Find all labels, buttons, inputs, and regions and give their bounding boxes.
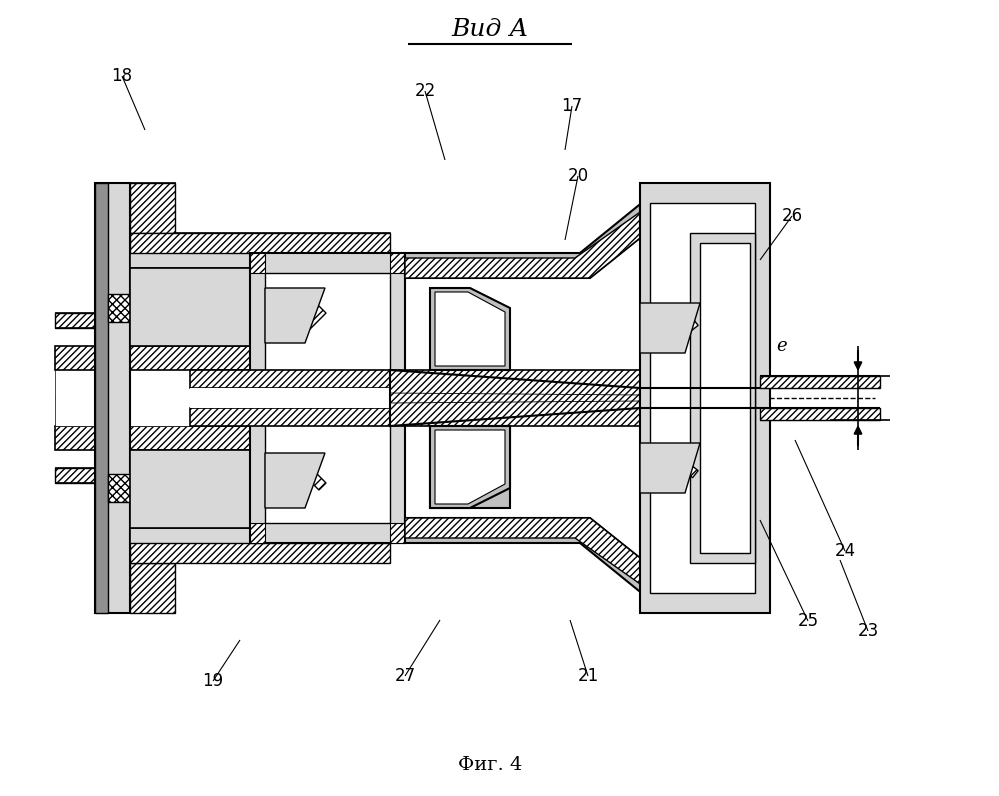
Polygon shape [430, 426, 510, 508]
Polygon shape [130, 528, 390, 563]
Polygon shape [130, 233, 390, 268]
Polygon shape [662, 318, 683, 338]
Polygon shape [130, 563, 175, 613]
Polygon shape [130, 543, 390, 563]
Polygon shape [640, 183, 770, 613]
Polygon shape [390, 253, 405, 273]
Bar [190, 388, 640, 408]
Polygon shape [265, 288, 325, 343]
Polygon shape [95, 183, 108, 613]
Polygon shape [130, 450, 250, 528]
Polygon shape [760, 376, 880, 388]
Text: 19: 19 [203, 672, 224, 690]
Polygon shape [250, 253, 265, 273]
Text: e: e [776, 337, 787, 355]
Polygon shape [405, 518, 760, 598]
Text: 24: 24 [834, 542, 855, 560]
Polygon shape [760, 408, 880, 420]
Polygon shape [274, 466, 298, 490]
Polygon shape [640, 303, 700, 353]
Polygon shape [190, 408, 640, 426]
Polygon shape [265, 453, 325, 508]
Polygon shape [95, 183, 130, 613]
Polygon shape [302, 466, 326, 490]
Text: 25: 25 [797, 612, 818, 630]
Polygon shape [288, 306, 312, 330]
Polygon shape [55, 426, 250, 450]
Polygon shape [55, 313, 190, 328]
Polygon shape [130, 183, 175, 233]
Polygon shape [130, 183, 175, 233]
Polygon shape [650, 203, 755, 593]
Text: 23: 23 [857, 622, 879, 640]
Polygon shape [390, 523, 405, 543]
Text: 18: 18 [112, 67, 133, 85]
Polygon shape [250, 523, 265, 543]
Polygon shape [405, 188, 760, 278]
Polygon shape [265, 273, 390, 523]
Bar [108, 474, 130, 502]
Text: 17: 17 [561, 97, 582, 115]
Polygon shape [677, 318, 698, 338]
Text: 22: 22 [415, 82, 436, 100]
Polygon shape [435, 430, 505, 504]
Bar [108, 294, 130, 322]
Text: Вид А: Вид А [452, 18, 528, 41]
Polygon shape [700, 243, 750, 553]
Text: 26: 26 [781, 207, 802, 225]
Polygon shape [677, 458, 698, 478]
Polygon shape [435, 292, 505, 366]
Polygon shape [405, 518, 760, 608]
Text: 21: 21 [577, 667, 598, 685]
Polygon shape [55, 468, 190, 483]
Polygon shape [302, 306, 326, 330]
Bar [55, 370, 250, 426]
Text: Фиг. 4: Фиг. 4 [458, 756, 522, 774]
Polygon shape [190, 370, 640, 388]
Text: 27: 27 [395, 667, 416, 685]
Polygon shape [390, 370, 640, 426]
Polygon shape [640, 443, 700, 493]
Polygon shape [662, 458, 683, 478]
Polygon shape [430, 288, 510, 370]
Polygon shape [250, 253, 405, 543]
Polygon shape [55, 346, 250, 370]
Polygon shape [130, 563, 175, 613]
Polygon shape [130, 233, 390, 253]
Text: 20: 20 [567, 167, 588, 185]
Polygon shape [405, 198, 760, 278]
Polygon shape [690, 233, 755, 563]
Polygon shape [430, 426, 510, 508]
Polygon shape [130, 268, 250, 346]
Polygon shape [274, 306, 298, 330]
Polygon shape [288, 466, 312, 490]
